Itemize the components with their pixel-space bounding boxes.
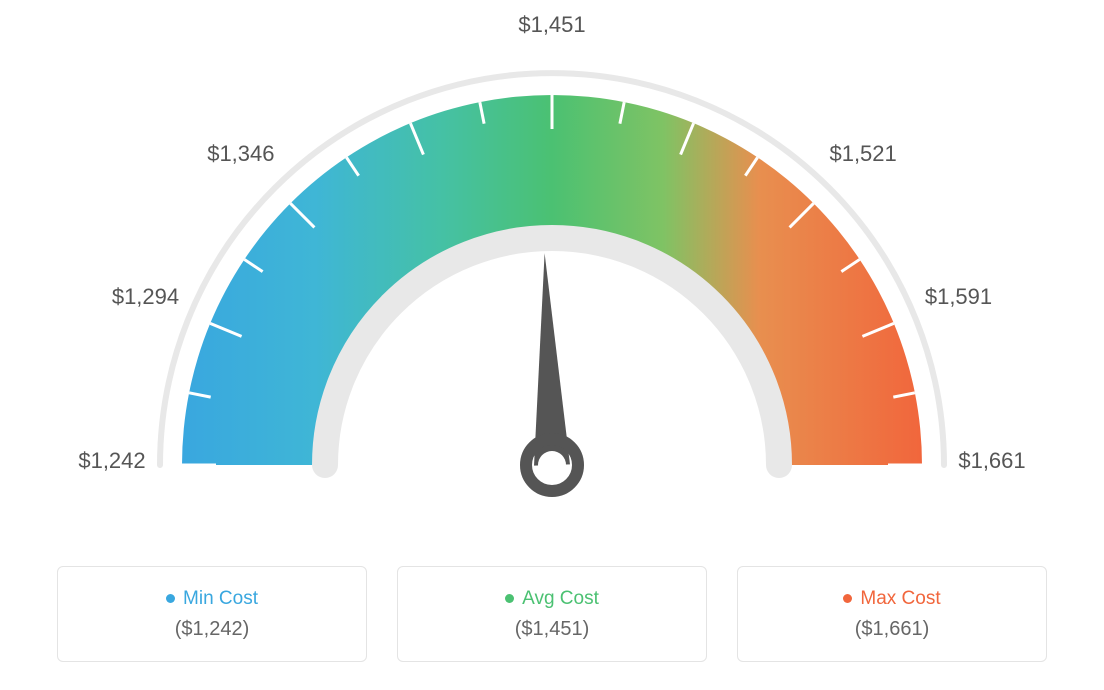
legend-value-max: ($1,661) bbox=[855, 618, 930, 641]
legend-title-avg: Avg Cost bbox=[505, 588, 599, 610]
legend-value-avg: ($1,451) bbox=[515, 618, 590, 641]
gauge-tick-label: $1,242 bbox=[78, 448, 145, 474]
legend-dot-avg bbox=[505, 594, 514, 603]
legend-title-min: Min Cost bbox=[166, 588, 258, 610]
legend-title-max: Max Cost bbox=[843, 588, 940, 610]
legend-value-min: ($1,242) bbox=[175, 618, 250, 641]
gauge-tick-label: $1,591 bbox=[925, 284, 992, 310]
legend-label-max: Max Cost bbox=[860, 588, 940, 610]
gauge-tick-label: $1,294 bbox=[112, 284, 179, 310]
gauge-tick-label: $1,521 bbox=[829, 141, 896, 167]
gauge-container: $1,242$1,294$1,346$1,451$1,521$1,591$1,6… bbox=[52, 20, 1052, 540]
legend-card-max: Max Cost ($1,661) bbox=[737, 566, 1047, 662]
legend-label-avg: Avg Cost bbox=[522, 588, 599, 610]
legend-card-avg: Avg Cost ($1,451) bbox=[397, 566, 707, 662]
legend-card-min: Min Cost ($1,242) bbox=[57, 566, 367, 662]
gauge-tick-label: $1,346 bbox=[207, 141, 274, 167]
legend-row: Min Cost ($1,242) Avg Cost ($1,451) Max … bbox=[57, 566, 1047, 662]
legend-dot-min bbox=[166, 594, 175, 603]
gauge-tick-label: $1,451 bbox=[518, 12, 585, 38]
legend-dot-max bbox=[843, 594, 852, 603]
gauge-svg bbox=[52, 20, 1052, 540]
gauge-tick-label: $1,661 bbox=[958, 448, 1025, 474]
legend-label-min: Min Cost bbox=[183, 588, 258, 610]
